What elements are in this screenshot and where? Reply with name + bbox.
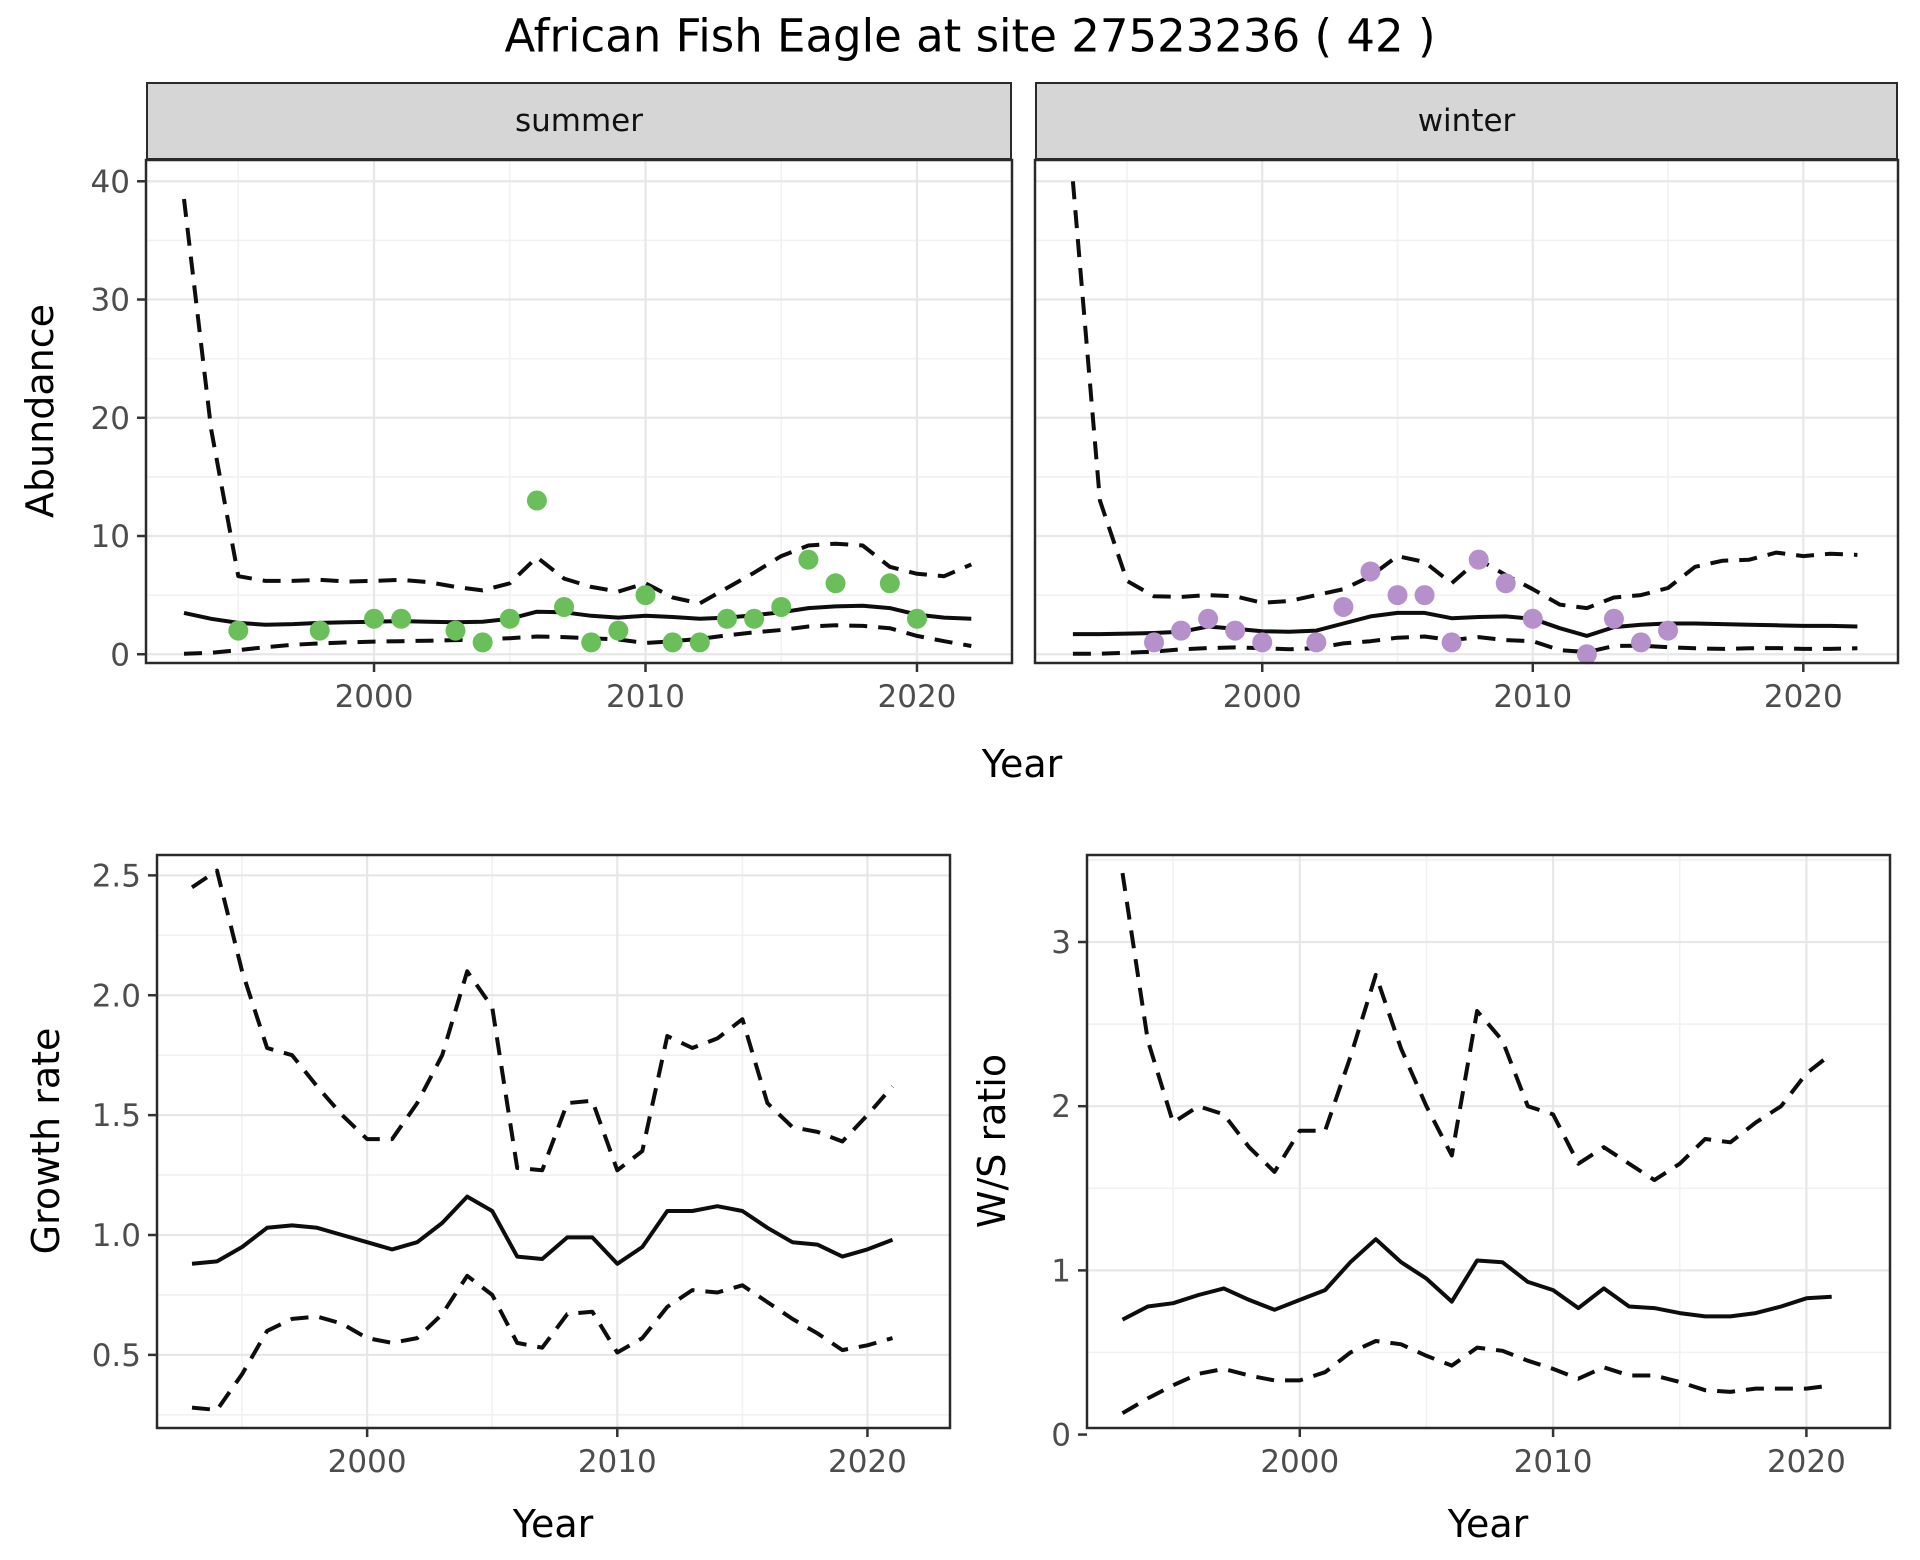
upper-ci-line <box>190 868 895 1173</box>
data-point <box>499 608 520 629</box>
panel-border <box>155 853 952 1430</box>
data-point <box>608 620 629 641</box>
y-tick-label: 0 <box>110 637 130 673</box>
y-tick-label: 2.5 <box>92 858 141 894</box>
data-point <box>1630 632 1651 653</box>
x-tick-label: 2000 <box>1223 679 1302 715</box>
lower-ci-line <box>191 1273 894 1412</box>
panel-background <box>1087 855 1890 1428</box>
x-tick-label: 2020 <box>878 679 957 715</box>
y-tick-label: 40 <box>91 164 130 200</box>
data-point <box>1658 620 1679 641</box>
data-point <box>1171 620 1192 641</box>
data-point <box>662 632 683 653</box>
y-axis-title-growth-rate: Growth rate <box>24 1027 68 1255</box>
data-point <box>1333 596 1354 617</box>
data-point <box>689 632 710 653</box>
lower-ci-line <box>1072 634 1858 656</box>
data-point <box>1306 632 1327 653</box>
facet-strip-winter: winter <box>1035 82 1898 160</box>
facet-label-winter: winter <box>1417 103 1516 139</box>
x-tick-label: 2010 <box>1514 1444 1593 1480</box>
y-tick-label: 2.0 <box>92 978 141 1014</box>
data-point <box>364 608 385 629</box>
data-point <box>716 608 737 629</box>
data-point <box>1414 585 1435 606</box>
data-point <box>1198 608 1219 629</box>
y-tick-label: 0 <box>1051 1418 1071 1454</box>
panel-border <box>1033 158 1900 665</box>
y-tick-label: 1 <box>1051 1253 1071 1289</box>
x-axis-title-ws-ratio: Year <box>1447 1502 1529 1546</box>
data-point <box>744 608 765 629</box>
y-tick-label: 1.0 <box>92 1218 141 1254</box>
y-tick-label: 2 <box>1051 1089 1071 1125</box>
data-point <box>391 608 412 629</box>
panel-background <box>1035 160 1898 663</box>
x-tick-label: 2010 <box>578 1444 657 1480</box>
lower-ci-line <box>183 623 972 656</box>
data-point <box>1360 561 1381 582</box>
x-tick-label: 2020 <box>828 1444 907 1480</box>
data-point <box>1387 585 1408 606</box>
data-point <box>771 596 792 617</box>
data-point <box>635 585 656 606</box>
x-axis-title-growth-rate: Year <box>512 1502 594 1546</box>
data-point <box>1441 632 1462 653</box>
data-point <box>1522 608 1543 629</box>
data-point <box>309 620 330 641</box>
y-tick-label: 20 <box>91 401 130 437</box>
lower-ci-line <box>1121 1339 1832 1415</box>
y-axis-title-ws-ratio: W/S ratio <box>970 1053 1014 1229</box>
data-point <box>472 632 493 653</box>
fit-line <box>1121 1237 1832 1322</box>
upper-ci-line <box>182 198 973 606</box>
y-tick-label: 0.5 <box>92 1338 141 1374</box>
data-point <box>1576 644 1597 665</box>
facet-strip-summer: summer <box>146 82 1012 160</box>
data-point <box>906 608 927 629</box>
y-tick-label: 1.5 <box>92 1098 141 1134</box>
data-point <box>581 632 602 653</box>
fit-line <box>191 1194 894 1266</box>
y-tick-label: 3 <box>1051 925 1071 961</box>
data-point <box>1603 608 1624 629</box>
x-tick-label: 2020 <box>1767 1444 1846 1480</box>
y-tick-label: 30 <box>91 283 130 319</box>
y-axis-title-abundance: Abundance <box>18 303 62 519</box>
panel-border <box>1085 853 1892 1430</box>
panel-border <box>144 158 1014 665</box>
x-axis-title-top: Year <box>981 742 1063 786</box>
y-tick-label: 10 <box>91 519 130 555</box>
x-tick-label: 2000 <box>1260 1444 1339 1480</box>
x-tick-label: 2010 <box>606 679 685 715</box>
data-point <box>1144 632 1165 653</box>
data-point <box>1468 549 1489 570</box>
data-point <box>554 596 575 617</box>
x-tick-label: 2000 <box>328 1444 407 1480</box>
data-point <box>228 620 249 641</box>
data-point <box>1225 620 1246 641</box>
upper-ci-line <box>1120 872 1833 1183</box>
data-point <box>1495 573 1516 594</box>
x-tick-label: 2000 <box>335 679 414 715</box>
data-point <box>825 573 846 594</box>
facet-label-summer: summer <box>514 103 643 139</box>
x-tick-label: 2010 <box>1493 679 1572 715</box>
data-point <box>445 620 466 641</box>
chart-title: African Fish Eagle at site 27523236 ( 42… <box>504 9 1436 63</box>
data-point <box>879 573 900 594</box>
panel-background <box>146 160 1012 663</box>
data-point <box>1252 632 1273 653</box>
data-point <box>798 549 819 570</box>
upper-ci-line <box>1070 181 1858 611</box>
x-tick-label: 2020 <box>1764 679 1843 715</box>
data-point <box>526 490 547 511</box>
